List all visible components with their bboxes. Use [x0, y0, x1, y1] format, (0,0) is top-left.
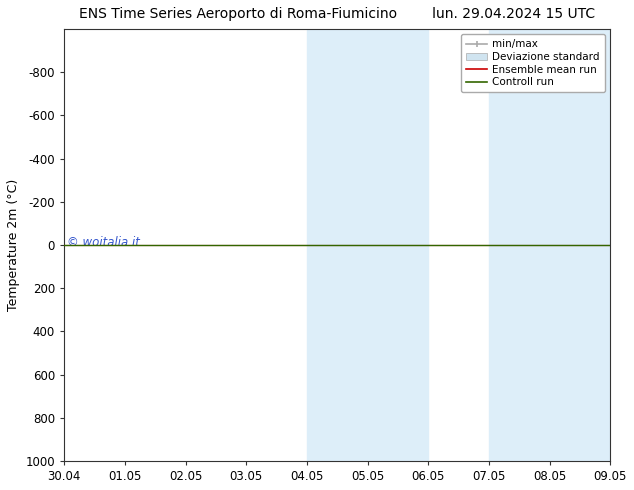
Title: ENS Time Series Aeroporto di Roma-Fiumicino        lun. 29.04.2024 15 UTC: ENS Time Series Aeroporto di Roma-Fiumic…	[79, 7, 595, 21]
Bar	[489, 29, 550, 461]
Bar	[307, 29, 368, 461]
Bar	[550, 29, 611, 461]
Legend: min/max, Deviazione standard, Ensemble mean run, Controll run: min/max, Deviazione standard, Ensemble m…	[461, 34, 605, 93]
Bar	[368, 29, 429, 461]
Text: © woitalia.it: © woitalia.it	[67, 236, 139, 249]
Y-axis label: Temperature 2m (°C): Temperature 2m (°C)	[7, 179, 20, 311]
